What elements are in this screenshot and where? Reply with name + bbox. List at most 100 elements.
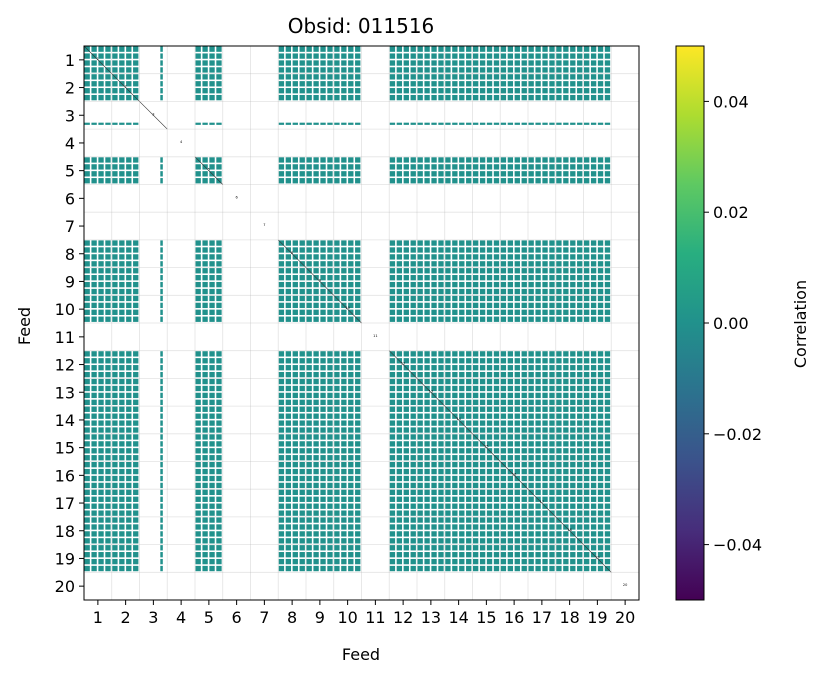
heatmap-subcell <box>570 67 576 73</box>
heatmap-subcell <box>459 378 465 385</box>
heatmap-subcell <box>327 517 333 523</box>
diagonal-line <box>278 239 307 268</box>
heatmap-subcell <box>403 482 409 489</box>
heatmap-subcell <box>396 448 403 454</box>
heatmap-subcell <box>507 448 514 454</box>
heatmap-subcell <box>209 94 215 101</box>
heatmap-subcell <box>334 378 340 385</box>
heatmap-subcell <box>216 392 222 399</box>
heatmap-subcell <box>466 545 472 551</box>
heatmap-subcell <box>514 496 520 502</box>
heatmap-subcell <box>396 275 403 281</box>
heatmap-cell <box>84 489 111 516</box>
heatmap-subcell <box>549 496 555 502</box>
heatmap-subcell <box>521 517 527 523</box>
heatmap-subcell <box>299 302 305 309</box>
heatmap-subcell <box>285 455 292 461</box>
heatmap-subcell <box>507 524 514 530</box>
heatmap-subcell <box>299 295 305 302</box>
heatmap-subcell <box>160 538 163 544</box>
heatmap-subcell <box>112 475 118 482</box>
heatmap-subcell <box>105 53 111 59</box>
heatmap-subcell <box>466 60 472 66</box>
heatmap-subcell <box>473 565 479 572</box>
heatmap-subcell <box>535 53 541 59</box>
heatmap-subcell <box>549 545 555 551</box>
heatmap-subcell <box>570 565 576 572</box>
heatmap-subcell <box>313 448 319 454</box>
heatmap-subcell <box>396 288 403 295</box>
heatmap-subcell <box>133 517 139 523</box>
heatmap-subcell <box>348 482 354 489</box>
heatmap-subcell <box>209 565 215 572</box>
heatmap-cell <box>445 489 472 516</box>
heatmap-subcell <box>556 60 562 66</box>
heatmap-subcell <box>105 427 111 433</box>
heatmap-subcell <box>126 254 132 260</box>
heatmap-subcell <box>98 351 104 357</box>
heatmap-subcell <box>493 351 500 357</box>
heatmap-subcell <box>549 254 555 260</box>
heatmap-subcell <box>278 81 285 87</box>
heatmap-subcell <box>320 385 326 392</box>
heatmap-subcell <box>584 254 590 260</box>
heatmap-subcell <box>306 434 312 440</box>
heatmap-subcell <box>209 482 215 489</box>
heatmap-subcell <box>410 399 416 405</box>
heatmap-subcell <box>299 524 305 530</box>
heatmap-subcell <box>105 392 111 399</box>
heatmap-subcell <box>84 406 90 412</box>
heatmap-subcell <box>202 448 208 454</box>
heatmap-subcell <box>355 558 361 565</box>
heatmap-subcell <box>84 413 90 419</box>
heatmap-subcell <box>389 240 396 246</box>
heatmap-subcell <box>202 531 208 537</box>
heatmap-subcell <box>112 517 118 523</box>
heatmap-subcell <box>577 552 583 558</box>
heatmap-subcell <box>452 517 458 523</box>
heatmap-subcell <box>216 413 222 419</box>
heatmap-subcell <box>299 462 305 468</box>
heatmap-subcell <box>417 316 423 322</box>
heatmap-subcell <box>112 53 118 59</box>
heatmap-subcell <box>493 157 500 163</box>
diagonal-label: 10 <box>345 306 349 310</box>
heatmap-subcell <box>396 517 403 523</box>
heatmap-subcell <box>341 482 347 489</box>
x-tick-label: 10 <box>337 608 357 627</box>
heatmap-subcell <box>479 489 486 496</box>
heatmap-subcell <box>410 392 416 399</box>
heatmap-subcell <box>542 517 548 523</box>
heatmap-subcell <box>202 275 208 281</box>
heatmap-subcell <box>334 434 340 440</box>
heatmap-subcell <box>202 74 208 80</box>
heatmap-subcell <box>590 448 597 454</box>
heatmap-subcell <box>133 351 139 357</box>
heatmap-subcell <box>306 247 312 253</box>
heatmap-subcell <box>466 496 472 502</box>
heatmap-subcell <box>417 385 423 392</box>
heatmap-subcell <box>410 240 416 246</box>
heatmap-subcell <box>563 94 569 101</box>
x-axis-label: Feed <box>342 645 380 664</box>
heatmap-subcell <box>486 254 493 260</box>
heatmap-subcell <box>195 46 201 52</box>
heatmap-subcell <box>417 67 423 73</box>
heatmap-subcell <box>195 517 201 523</box>
heatmap-subcell <box>91 281 97 288</box>
heatmap-subcell <box>334 46 340 52</box>
heatmap-subcell <box>431 67 437 73</box>
heatmap-subcell <box>577 81 583 87</box>
heatmap-subcell <box>292 261 298 267</box>
heatmap-subcell <box>577 489 583 496</box>
heatmap-subcell <box>195 489 201 496</box>
heatmap-subcell <box>396 53 403 59</box>
heatmap-subcell <box>410 122 416 125</box>
heatmap-subcell <box>521 545 527 551</box>
heatmap-subcell <box>285 378 292 385</box>
heatmap-subcell <box>216 399 222 405</box>
heatmap-subcell <box>493 88 500 94</box>
heatmap-subcell <box>459 171 465 177</box>
heatmap-subcell <box>528 295 534 302</box>
heatmap-subcell <box>521 496 527 502</box>
